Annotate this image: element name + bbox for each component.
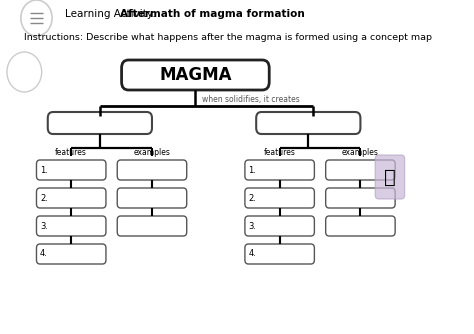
FancyBboxPatch shape — [375, 155, 405, 199]
FancyBboxPatch shape — [245, 188, 314, 208]
FancyBboxPatch shape — [36, 216, 106, 236]
Text: examples: examples — [134, 148, 171, 157]
FancyBboxPatch shape — [36, 188, 106, 208]
FancyBboxPatch shape — [256, 112, 360, 134]
FancyBboxPatch shape — [122, 60, 269, 90]
Text: MAGMA: MAGMA — [159, 66, 232, 84]
Text: features: features — [264, 148, 296, 157]
FancyBboxPatch shape — [326, 188, 395, 208]
Text: 3.: 3. — [40, 221, 48, 230]
FancyBboxPatch shape — [117, 188, 187, 208]
Text: 1.: 1. — [40, 166, 48, 174]
Text: 4.: 4. — [40, 249, 48, 259]
Text: 2.: 2. — [40, 193, 48, 202]
Text: 3.: 3. — [248, 221, 256, 230]
FancyBboxPatch shape — [245, 216, 314, 236]
Text: Instructions: Describe what happens after the magma is formed using a concept ma: Instructions: Describe what happens afte… — [24, 32, 432, 41]
Text: Aftermath of magma formation: Aftermath of magma formation — [120, 9, 305, 19]
FancyBboxPatch shape — [117, 216, 187, 236]
Text: 📖: 📖 — [384, 167, 396, 186]
Text: 4.: 4. — [248, 249, 256, 259]
Text: features: features — [55, 148, 87, 157]
Text: 2.: 2. — [248, 193, 256, 202]
FancyBboxPatch shape — [245, 244, 314, 264]
Text: examples: examples — [342, 148, 379, 157]
FancyBboxPatch shape — [36, 160, 106, 180]
FancyBboxPatch shape — [48, 112, 152, 134]
FancyBboxPatch shape — [117, 160, 187, 180]
Text: when solidifies, it creates: when solidifies, it creates — [202, 95, 300, 104]
FancyBboxPatch shape — [326, 160, 395, 180]
Text: Learning Activity:: Learning Activity: — [65, 9, 159, 19]
FancyBboxPatch shape — [326, 216, 395, 236]
FancyBboxPatch shape — [245, 160, 314, 180]
Text: 1.: 1. — [248, 166, 256, 174]
FancyBboxPatch shape — [36, 244, 106, 264]
